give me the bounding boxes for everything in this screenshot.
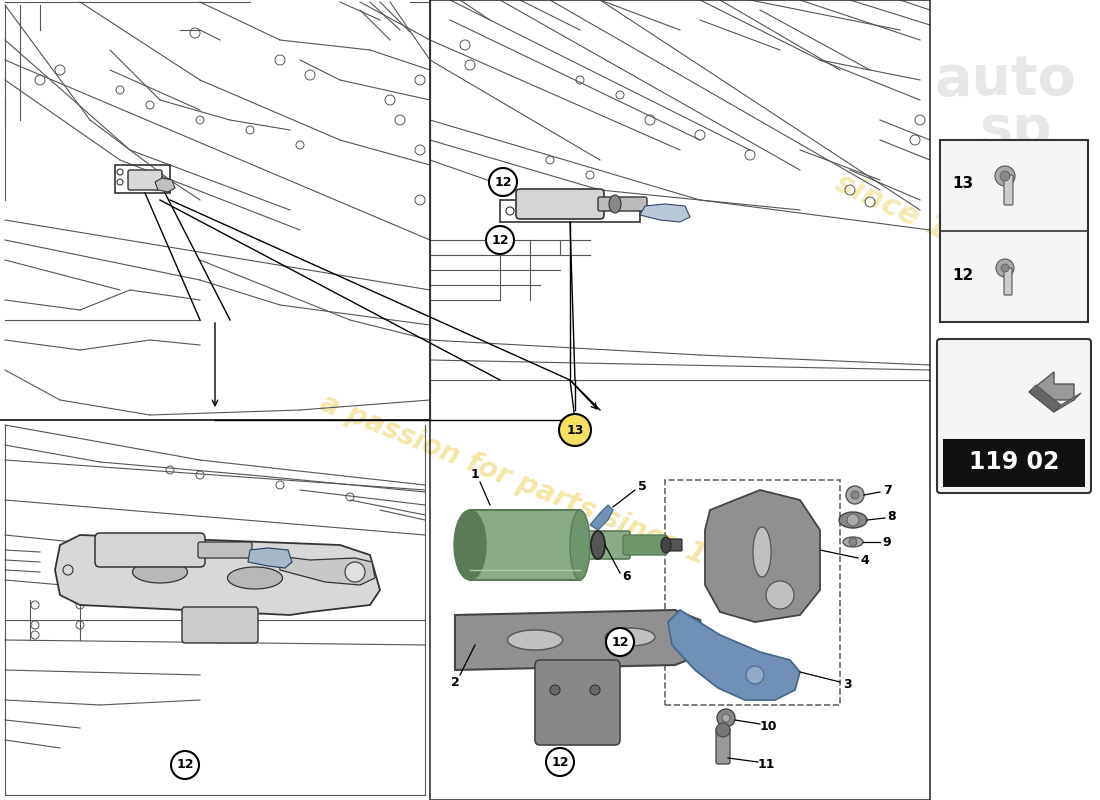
Circle shape: [717, 709, 735, 727]
Text: 12: 12: [494, 175, 512, 189]
Circle shape: [1000, 171, 1010, 181]
Text: artes: artes: [945, 163, 1075, 206]
Circle shape: [766, 581, 794, 609]
FancyBboxPatch shape: [598, 197, 647, 211]
Polygon shape: [1054, 393, 1081, 412]
Polygon shape: [248, 548, 292, 568]
Text: auto: auto: [934, 53, 1076, 107]
Text: 8: 8: [888, 510, 896, 523]
Polygon shape: [155, 178, 175, 192]
FancyBboxPatch shape: [937, 339, 1091, 493]
Ellipse shape: [570, 510, 590, 580]
Circle shape: [550, 685, 560, 695]
FancyBboxPatch shape: [623, 535, 667, 555]
Circle shape: [486, 226, 514, 254]
Polygon shape: [278, 556, 375, 585]
Circle shape: [849, 538, 857, 546]
Text: 13: 13: [952, 177, 974, 191]
FancyBboxPatch shape: [666, 539, 682, 551]
FancyBboxPatch shape: [535, 660, 620, 745]
Polygon shape: [55, 535, 380, 615]
Bar: [0, 420, 430, 800]
Ellipse shape: [754, 527, 771, 577]
Text: 13: 13: [566, 423, 584, 437]
Bar: [500, 200, 640, 222]
Text: 1: 1: [471, 469, 480, 482]
FancyBboxPatch shape: [198, 542, 252, 558]
Text: 10: 10: [759, 719, 777, 733]
Circle shape: [996, 259, 1014, 277]
Ellipse shape: [132, 561, 187, 583]
FancyBboxPatch shape: [1004, 175, 1013, 205]
Ellipse shape: [507, 630, 562, 650]
Circle shape: [996, 166, 1015, 186]
Text: 9: 9: [882, 535, 891, 549]
Text: 12: 12: [612, 635, 629, 649]
Circle shape: [606, 628, 634, 656]
Circle shape: [722, 714, 730, 722]
FancyBboxPatch shape: [516, 189, 604, 219]
Polygon shape: [705, 490, 820, 622]
Text: a passion for parts since 1985: a passion for parts since 1985: [316, 389, 764, 591]
Ellipse shape: [661, 537, 671, 553]
Text: 2: 2: [451, 677, 460, 690]
Circle shape: [546, 748, 574, 776]
Bar: [940, 140, 1088, 322]
Circle shape: [847, 514, 859, 526]
Text: sp: sp: [979, 103, 1052, 157]
Text: 11: 11: [757, 758, 774, 770]
Ellipse shape: [839, 512, 867, 528]
Polygon shape: [640, 204, 690, 222]
Polygon shape: [590, 505, 613, 530]
Bar: [0, 0, 430, 420]
Ellipse shape: [454, 510, 486, 580]
Bar: [430, 420, 930, 800]
Text: 7: 7: [882, 483, 891, 497]
Ellipse shape: [591, 531, 605, 559]
FancyBboxPatch shape: [1004, 268, 1012, 295]
Circle shape: [590, 685, 600, 695]
Bar: [943, 439, 1085, 487]
Polygon shape: [455, 610, 705, 670]
FancyBboxPatch shape: [182, 607, 258, 643]
Text: 12: 12: [551, 755, 569, 769]
Circle shape: [490, 168, 517, 196]
Text: 12: 12: [492, 234, 508, 246]
Circle shape: [1001, 264, 1009, 272]
Ellipse shape: [228, 567, 283, 589]
Bar: [116, 165, 170, 193]
Text: 6: 6: [623, 570, 631, 583]
Polygon shape: [1028, 385, 1062, 412]
Circle shape: [746, 666, 764, 684]
Text: 3: 3: [844, 678, 852, 690]
Circle shape: [846, 486, 864, 504]
Text: 12: 12: [176, 758, 194, 771]
Text: 5: 5: [638, 481, 647, 494]
Bar: [666, 480, 840, 705]
Ellipse shape: [605, 628, 654, 646]
Circle shape: [851, 491, 859, 499]
Circle shape: [345, 562, 365, 582]
Ellipse shape: [609, 195, 622, 213]
Text: 12: 12: [952, 269, 974, 283]
Circle shape: [716, 723, 730, 737]
Circle shape: [170, 751, 199, 779]
FancyBboxPatch shape: [95, 533, 205, 567]
Circle shape: [559, 414, 591, 446]
Bar: [430, 0, 930, 420]
FancyBboxPatch shape: [716, 728, 730, 764]
Polygon shape: [1028, 372, 1074, 412]
Text: 119 02: 119 02: [969, 450, 1059, 474]
FancyBboxPatch shape: [470, 510, 580, 580]
FancyBboxPatch shape: [128, 170, 162, 190]
Polygon shape: [668, 610, 800, 700]
FancyBboxPatch shape: [576, 531, 630, 559]
Text: since 1985: since 1985: [830, 168, 1010, 272]
Text: 4: 4: [860, 554, 869, 566]
Ellipse shape: [843, 537, 864, 547]
